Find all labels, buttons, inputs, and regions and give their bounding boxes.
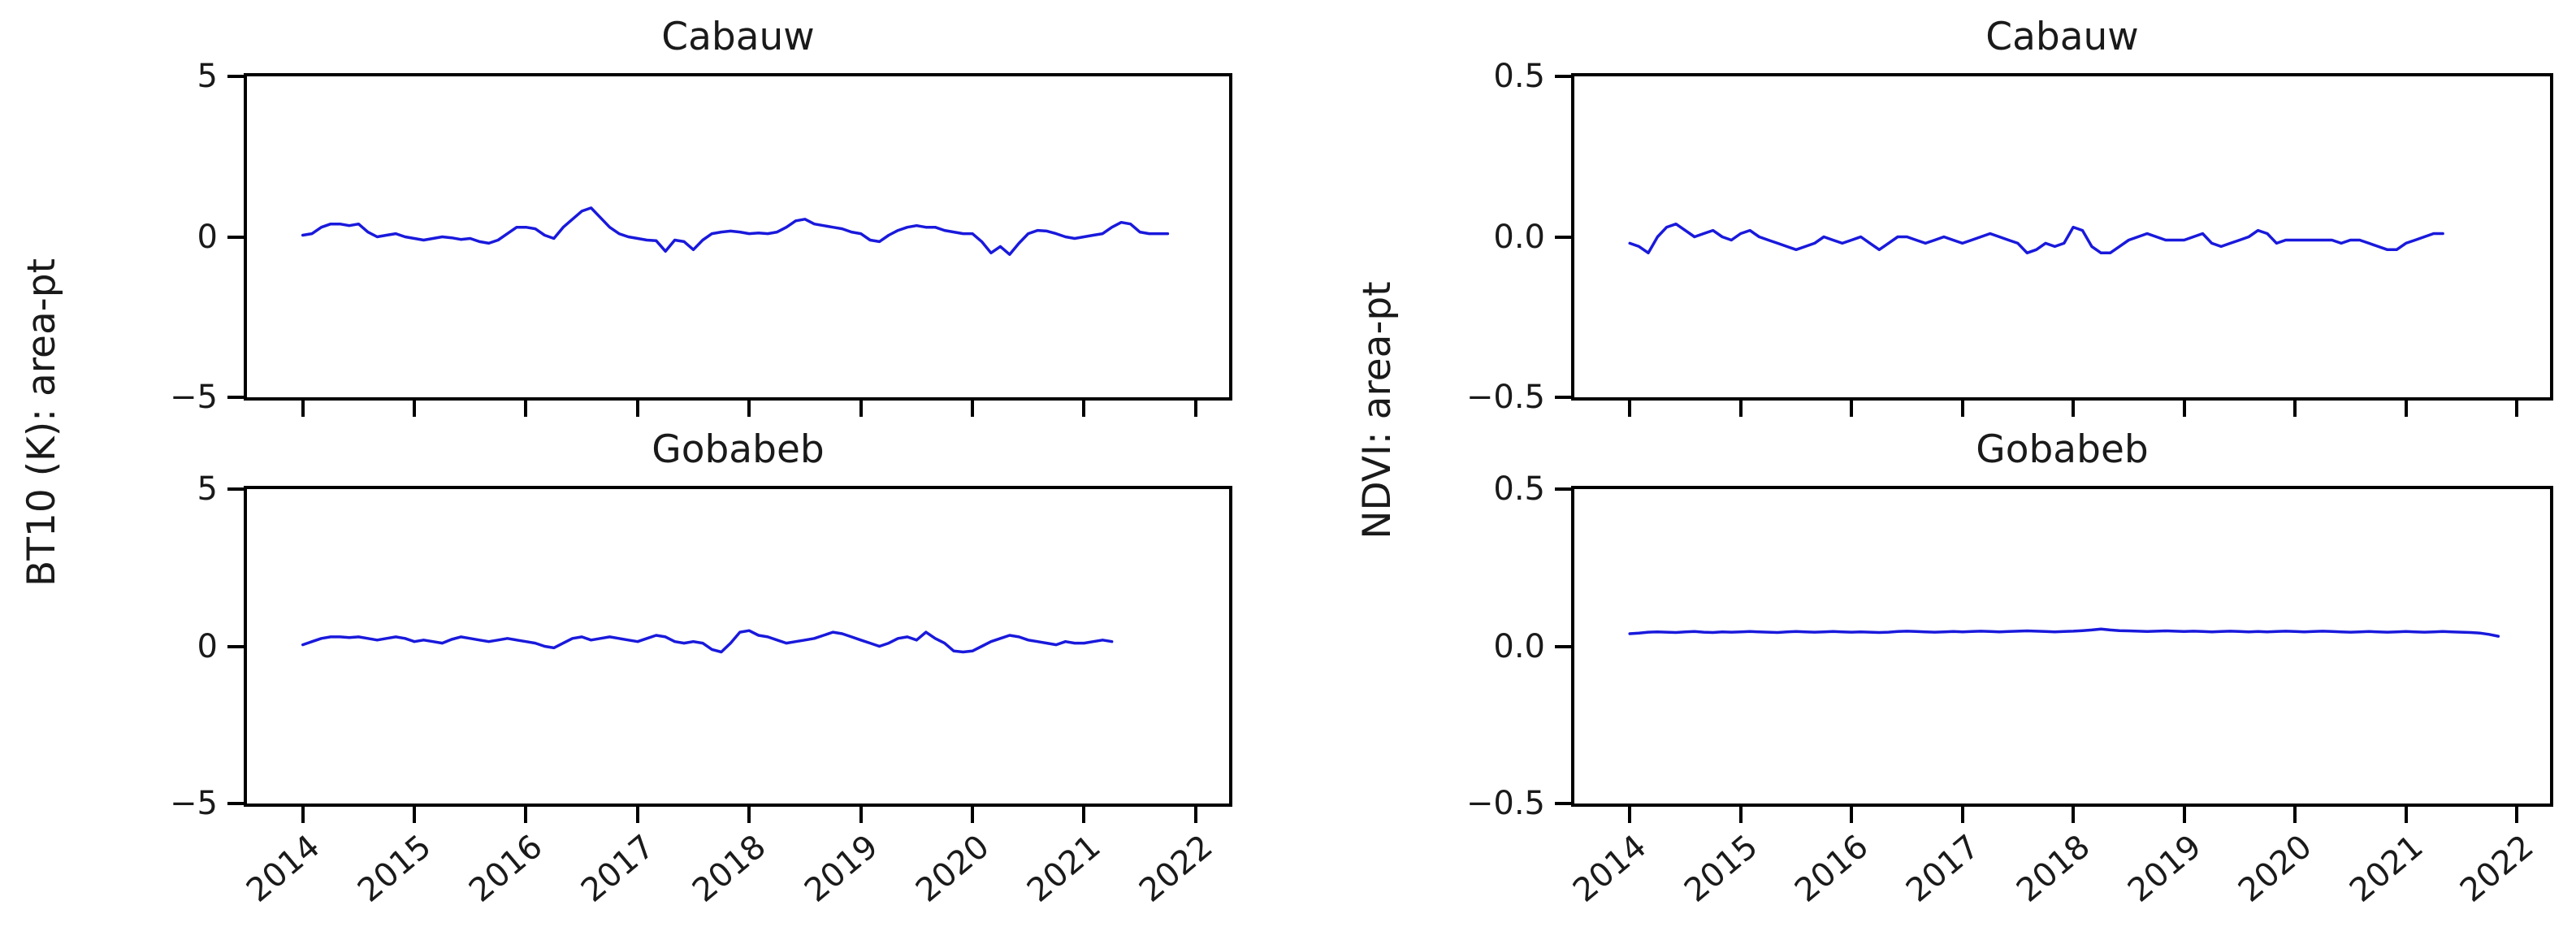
xtick-mark: [1082, 401, 1086, 417]
ytick-label: −5: [170, 379, 218, 416]
ytick-label: −0.5: [1466, 785, 1545, 822]
xtick-mark: [2072, 807, 2076, 823]
xtick-mark: [1628, 807, 1632, 823]
xtick-mark: [524, 401, 528, 417]
ytick-label: −5: [170, 785, 218, 822]
y-axis-label-ndvi: NDVI: area-pt: [1355, 281, 1400, 539]
plot-title-gobabeb-ndvi: Gobabeb: [1976, 427, 2149, 473]
series-line: [301, 629, 1114, 654]
plot-bt10-gobabeb: Gobabeb 5 0 −5 2014 2015 2016 2017 2018 2019 2020…: [170, 429, 1232, 910]
ytick-label: 5: [197, 58, 218, 95]
xtick-label-text: 2014: [1566, 828, 1654, 910]
xtick-mark: [859, 807, 863, 823]
ytick-mark: [1555, 802, 1571, 805]
xtick-label-text: 2020: [2232, 828, 2319, 910]
xtick-label-text: 2022: [2453, 828, 2541, 910]
xtick-mark: [2072, 401, 2076, 417]
xtick-mark: [747, 807, 751, 823]
xtick-mark: [2515, 401, 2519, 417]
ytick-mark: [227, 802, 244, 805]
xtick-mark: [524, 807, 528, 823]
xtick-label-text: 2019: [797, 828, 885, 910]
xtick-label-text: 2016: [1788, 828, 1876, 910]
xtick-mark: [2182, 401, 2186, 417]
xtick-label-text: 2021: [1020, 828, 1108, 910]
xtick-label-text: 2014: [239, 828, 327, 910]
xtick-label-text: 2019: [2120, 828, 2209, 910]
plot-title-cabauw-ndvi: Cabauw: [1985, 15, 2139, 60]
xtick-label-text: 2015: [1677, 828, 1765, 910]
xtick-mark: [1960, 401, 1964, 417]
xtick-mark: [1628, 401, 1632, 417]
xtick-mark: [1850, 401, 1854, 417]
ytick-mark: [1555, 487, 1571, 491]
ytick-mark: [227, 644, 244, 648]
xtick-mark: [1193, 401, 1197, 417]
ytick-mark: [227, 487, 244, 491]
xtick-mark: [747, 401, 751, 417]
xtick-label-text: 2022: [1132, 828, 1220, 910]
series-line: [1628, 627, 2500, 638]
xtick-label-text: 2018: [686, 828, 773, 910]
xtick-mark: [1193, 807, 1197, 823]
xtick-mark: [1082, 807, 1086, 823]
ytick-mark: [1555, 235, 1571, 239]
xtick-label-text: 2018: [2010, 828, 2098, 910]
xtick-mark: [635, 807, 639, 823]
xtick-mark: [1738, 807, 1743, 823]
plot-bt10-cabauw: Cabauw 5 0 −5: [170, 16, 1232, 417]
xtick-mark: [635, 401, 639, 417]
ytick-mark: [1555, 396, 1571, 399]
xtick-mark: [2182, 807, 2186, 823]
ytick-label: −0.5: [1466, 379, 1545, 416]
xtick-label-text: 2017: [1898, 828, 1987, 910]
xtick-mark: [413, 807, 417, 823]
ytick-label: 0.5: [1493, 470, 1545, 508]
ytick-label: 0.5: [1493, 58, 1545, 95]
plot-title-cabauw-bt10: Cabauw: [661, 15, 815, 60]
ytick-mark: [227, 396, 244, 399]
xtick-mark: [1850, 807, 1854, 823]
plot-ndvi-cabauw: Cabauw 0.5 0.0 −0.5: [1466, 16, 2553, 417]
xtick-mark: [413, 401, 417, 417]
xtick-mark: [301, 401, 305, 417]
xtick-mark: [2404, 807, 2408, 823]
plot-title-gobabeb-bt10: Gobabeb: [652, 427, 825, 473]
xtick-mark: [2515, 807, 2519, 823]
xtick-mark: [1738, 401, 1743, 417]
xtick-label-text: 2015: [351, 828, 439, 910]
ytick-mark: [1555, 644, 1571, 648]
xtick-mark: [1960, 807, 1964, 823]
ytick-label: 0.0: [1493, 627, 1545, 665]
ytick-mark: [1555, 75, 1571, 78]
xtick-label-text: 2017: [574, 828, 662, 910]
xtick-label-text: 2021: [2342, 828, 2431, 910]
series-line: [1628, 222, 2444, 255]
ytick-mark: [227, 235, 244, 239]
series-line: [301, 206, 1170, 256]
y-axis-label-bt10: BT10 (K): area-pt: [19, 258, 64, 587]
plot-ndvi-gobabeb: Gobabeb 0.5 0.0 −0.5 2014 2015 2016 2017 2018 20…: [1466, 429, 2553, 910]
xtick-mark: [859, 401, 863, 417]
xtick-mark: [301, 807, 305, 823]
xtick-mark: [2293, 807, 2297, 823]
xtick-label-text: 2020: [909, 828, 997, 910]
xtick-mark: [971, 401, 974, 417]
xtick-mark: [2293, 401, 2297, 417]
ytick-label: 0.0: [1493, 218, 1545, 256]
ytick-label: 5: [197, 470, 218, 508]
ytick-mark: [227, 75, 244, 78]
xtick-mark: [2404, 401, 2408, 417]
ytick-label: 0: [197, 218, 218, 256]
xtick-mark: [971, 807, 974, 823]
xtick-label-text: 2016: [462, 828, 551, 910]
ytick-label: 0: [197, 627, 218, 665]
